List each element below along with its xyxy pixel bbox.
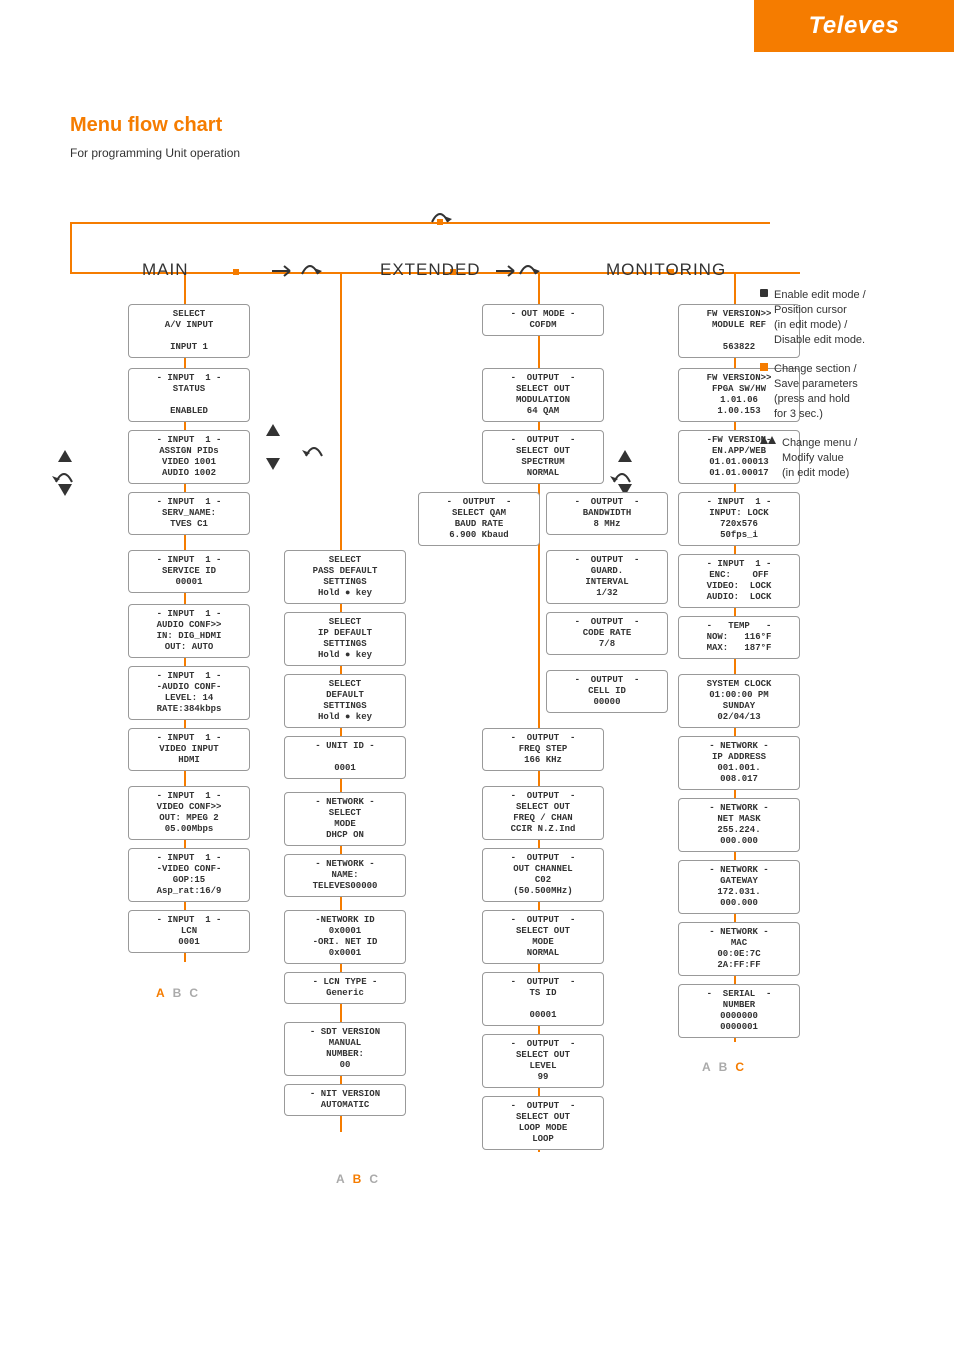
toggle-icon [298, 260, 322, 278]
mon-box: SYSTEM CLOCK 01:00:00 PM SUNDAY 02/04/13 [678, 674, 800, 728]
main-box: - INPUT 1 - VIDEO INPUT HDMI [128, 728, 250, 771]
ext-box: - OUTPUT - GUARD. INTERVAL 1/32 [546, 550, 668, 604]
ext-box: - LCN TYPE - Generic [284, 972, 406, 1004]
pager: ABC [336, 1172, 386, 1186]
label-monitoring: MONITORING [606, 260, 726, 280]
page-subtitle: For programming Unit operation [70, 146, 240, 160]
ext-box: - OUTPUT - SELECT OUT MODULATION 64 QAM [482, 368, 604, 422]
main-box: - INPUT 1 - STATUS ENABLED [128, 368, 250, 422]
ext-box: - OUT MODE - COFDM [482, 304, 604, 336]
ext-box: - OUTPUT - FREQ STEP 166 KHz [482, 728, 604, 771]
legend-item-square: Change section / Save parameters (press … [760, 362, 935, 422]
brand-text: Televes [809, 12, 900, 40]
ext-box: - NETWORK - SELECT MODE DHCP ON [284, 792, 406, 846]
ext-box: SELECT IP DEFAULT SETTINGS Hold ● key [284, 612, 406, 666]
pager: ABC [702, 1060, 752, 1074]
legend-item-triangles: Change menu / Modify value (in edit mode… [760, 436, 935, 481]
ext-box: - OUTPUT - CELL ID 00000 [546, 670, 668, 713]
toggle-icon [52, 468, 76, 486]
mon-box: - TEMP - NOW: 116°F MAX: 187°F [678, 616, 800, 659]
ext-box: - OUTPUT - SELECT QAM BAUD RATE 6.900 Kb… [418, 492, 540, 546]
main-box: - INPUT 1 - LCN 0001 [128, 910, 250, 953]
ext-box: - OUTPUT - OUT CHANNEL C02 (50.500MHz) [482, 848, 604, 902]
main-box: - INPUT 1 - -AUDIO CONF- LEVEL: 14 RATE:… [128, 666, 250, 720]
flow-top-bar [70, 222, 770, 224]
legend-tri-text: Change menu / Modify value (in edit mode… [782, 436, 922, 481]
ext-box: - NETWORK - NAME: TELEVES00000 [284, 854, 406, 897]
updown-triangles-icon [264, 424, 282, 470]
brand-header: Televes [754, 0, 954, 52]
dot-icon [760, 289, 768, 297]
ext-box: - OUTPUT - CODE RATE 7/8 [546, 612, 668, 655]
label-extended: EXTENDED [380, 260, 481, 280]
legend-item-dot: Enable edit mode / Position cursor (in e… [760, 288, 935, 348]
triangles-icon [760, 436, 776, 446]
ext-box: - OUTPUT - SELECT OUT LEVEL 99 [482, 1034, 604, 1088]
mon-box: - NETWORK - MAC 00:0E:7C 2A:FF:FF [678, 922, 800, 976]
ext-box: - OUTPUT - BANDWIDTH 8 MHz [546, 492, 668, 535]
main-box: - INPUT 1 - -VIDEO CONF- GOP:15 Asp_rat:… [128, 848, 250, 902]
main-box: SELECT A/V INPUT INPUT 1 [128, 304, 250, 358]
mon-box: - NETWORK - GATEWAY 172.031. 000.000 [678, 860, 800, 914]
mon-box: - INPUT 1 - INPUT: LOCK 720x576 50fps_i [678, 492, 800, 546]
ext-box: - OUTPUT - SELECT OUT SPECTRUM NORMAL [482, 430, 604, 484]
ext-box: - OUTPUT - SELECT OUT LOOP MODE LOOP [482, 1096, 604, 1150]
mon-box: - NETWORK - IP ADDRESS 001.001. 008.017 [678, 736, 800, 790]
joint-2 [233, 269, 239, 275]
label-main: MAIN [142, 260, 189, 280]
ext-box: - UNIT ID - 0001 [284, 736, 406, 779]
toggle-icon [302, 442, 326, 460]
arrow-right-icon [270, 264, 296, 278]
legend-square-text: Change section / Save parameters (press … [774, 362, 924, 422]
mon-box: - NETWORK - NET MASK 255.224. 000.000 [678, 798, 800, 852]
ext-box: -NETWORK ID 0x0001 -ORI. NET ID 0x0001 [284, 910, 406, 964]
ext-box: - OUTPUT - SELECT OUT MODE NORMAL [482, 910, 604, 964]
ext-box: - OUTPUT - TS ID 00001 [482, 972, 604, 1026]
ext-box: - SDT VERSION MANUAL NUMBER: 00 [284, 1022, 406, 1076]
toggle-icon [428, 208, 452, 226]
mon-box: - INPUT 1 - ENC: OFF VIDEO: LOCK AUDIO: … [678, 554, 800, 608]
main-box: - INPUT 1 - SERVICE ID 00001 [128, 550, 250, 593]
main-box: - INPUT 1 - VIDEO CONF>> OUT: MPEG 2 05.… [128, 786, 250, 840]
flow-left-down [70, 222, 72, 272]
ext-box: - OUTPUT - SELECT OUT FREQ / CHAN CCIR N… [482, 786, 604, 840]
ext-box: SELECT DEFAULT SETTINGS Hold ● key [284, 674, 406, 728]
ext-box: SELECT PASS DEFAULT SETTINGS Hold ● key [284, 550, 406, 604]
mon-box: - SERIAL - NUMBER 0000000 0000001 [678, 984, 800, 1038]
ext-box: - NIT VERSION AUTOMATIC [284, 1084, 406, 1116]
pager: ABC [156, 986, 206, 1000]
main-box: - INPUT 1 - AUDIO CONF>> IN: DIG_HDMI OU… [128, 604, 250, 658]
main-box: - INPUT 1 - ASSIGN PIDs VIDEO 1001 AUDIO… [128, 430, 250, 484]
square-icon [760, 363, 768, 371]
page-title: Menu flow chart [70, 114, 222, 137]
legend: Enable edit mode / Position cursor (in e… [760, 288, 935, 495]
legend-dot-text: Enable edit mode / Position cursor (in e… [774, 288, 924, 348]
toggle-icon [516, 260, 540, 278]
main-box: - INPUT 1 - SERV_NAME: TVES C1 [128, 492, 250, 535]
toggle-icon [610, 468, 634, 486]
